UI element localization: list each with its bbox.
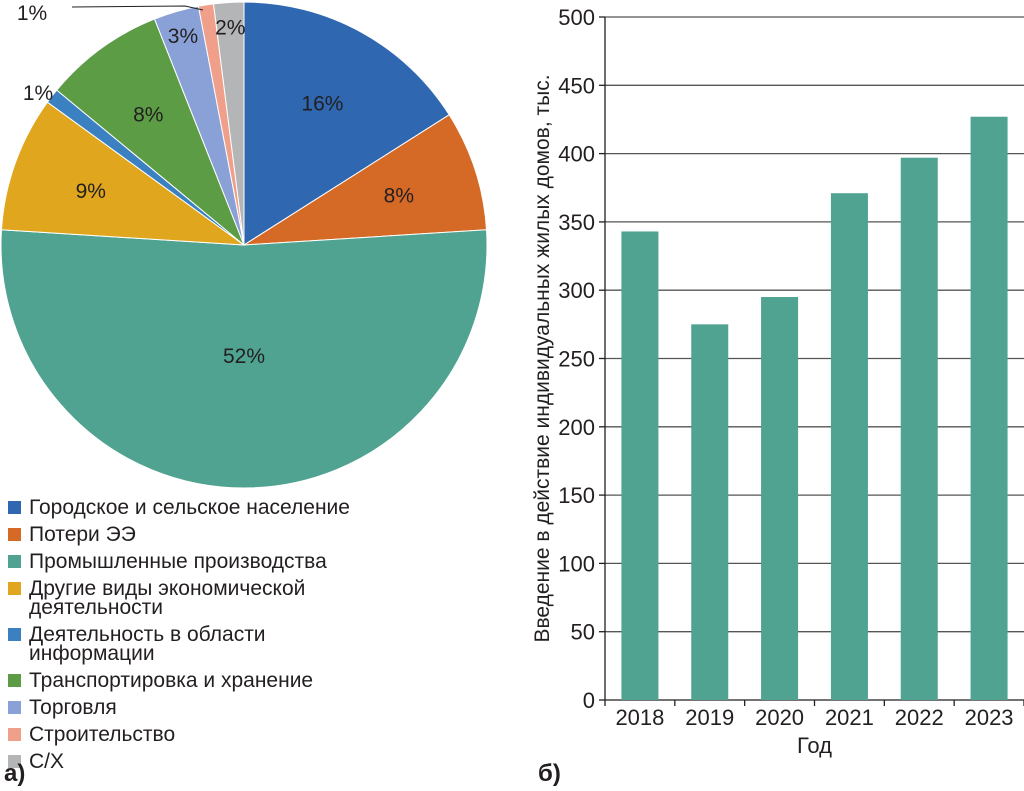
legend-swatch	[8, 555, 21, 568]
pie-slice	[243, 1, 450, 246]
y-tick-label: 100	[558, 551, 595, 576]
bar	[691, 324, 729, 700]
pie-data-label: 16%	[301, 92, 343, 115]
legend-item: Городское и сельское население	[8, 494, 369, 521]
legend-swatch	[8, 701, 21, 714]
legend-swatch	[8, 528, 21, 541]
y-tick-label: 200	[558, 415, 595, 440]
y-tick-label: 500	[558, 5, 595, 30]
legend-label: Другие виды экономической деятельности	[29, 577, 306, 619]
legend-swatch	[8, 582, 21, 595]
bar	[830, 193, 868, 701]
pie-data-label: 8%	[384, 185, 414, 208]
pie-chart: 16% 8% 52% 9% 1% 8% 3% 1% 2%	[0, 1, 488, 489]
legend-label: Деятельность в области информации	[29, 623, 266, 665]
y-tick-label: 50	[571, 620, 595, 645]
x-tick-label: 2018	[615, 705, 664, 730]
legend-item: Промышленные производства	[8, 548, 369, 575]
pie-data-label: 2%	[215, 17, 245, 40]
bar	[970, 116, 1008, 700]
legend-item: Другие виды экономической деятельности	[8, 575, 369, 621]
legend-item: Деятельность в области информации	[8, 621, 369, 667]
y-tick-label: 450	[558, 73, 595, 98]
y-axis-title: Введение в действие индивидуальных жилых…	[531, 74, 554, 642]
legend-swatch	[8, 674, 21, 687]
legend-item: Потери ЭЭ	[8, 521, 369, 548]
bar	[761, 297, 799, 700]
x-tick-label: 2021	[825, 705, 874, 730]
pie-data-label: 1%	[23, 82, 53, 105]
pie-slice	[0, 229, 488, 489]
legend-label: С/Х	[29, 750, 65, 773]
bar	[900, 157, 938, 700]
legend-label: Городское и сельское население	[29, 496, 350, 519]
legend-item: Торговля	[8, 694, 369, 721]
x-axis-title: Год	[797, 733, 832, 758]
legend-label: Транспортировка и хранение	[29, 669, 314, 692]
y-tick-label: 350	[558, 210, 595, 235]
legend-label: Промышленные производства	[29, 550, 327, 573]
panel-label-b: б)	[538, 760, 561, 787]
pie-slice	[0, 101, 246, 246]
y-tick-label: 250	[558, 347, 595, 372]
leader-line	[71, 5, 204, 11]
legend-item: Строительство	[8, 721, 369, 748]
legend-item: С/Х	[8, 748, 369, 775]
legend-swatch	[8, 755, 21, 768]
pie-data-label: 52%	[223, 345, 265, 368]
bar-chart: 0 50 100 150 200 250 300 350 400 450 500 2018 2019 20…	[531, 5, 1024, 758]
legend-swatch	[8, 501, 21, 514]
pie-slice	[212, 1, 245, 246]
pie-legend: Городское и сельское население Потери ЭЭ П…	[8, 494, 369, 775]
x-tick-label: 2019	[685, 705, 734, 730]
x-tick-label: 2022	[895, 705, 944, 730]
bar	[621, 231, 659, 700]
pie-data-label: 9%	[76, 180, 106, 203]
pie-data-label: 8%	[133, 103, 163, 126]
x-tick-label: 2020	[755, 705, 804, 730]
legend-item: Транспортировка и хранение	[8, 667, 369, 694]
y-tick-label: 300	[558, 278, 595, 303]
legend-label: Потери ЭЭ	[29, 523, 136, 546]
pie-slice	[56, 18, 245, 246]
pie-slice	[243, 114, 488, 246]
legend-label: Торговля	[29, 696, 117, 719]
panel-label-a: а)	[4, 760, 26, 787]
legend-swatch	[8, 728, 21, 741]
legend-label: Строительство	[29, 723, 176, 746]
x-tick-label: 2023	[965, 705, 1014, 730]
pie-data-label: 3%	[168, 25, 198, 48]
pie-data-label: 1%	[17, 2, 47, 25]
y-tick-label: 150	[558, 483, 595, 508]
y-tick-label: 400	[558, 142, 595, 167]
legend-swatch	[8, 628, 21, 641]
y-tick-label: 0	[583, 688, 595, 713]
